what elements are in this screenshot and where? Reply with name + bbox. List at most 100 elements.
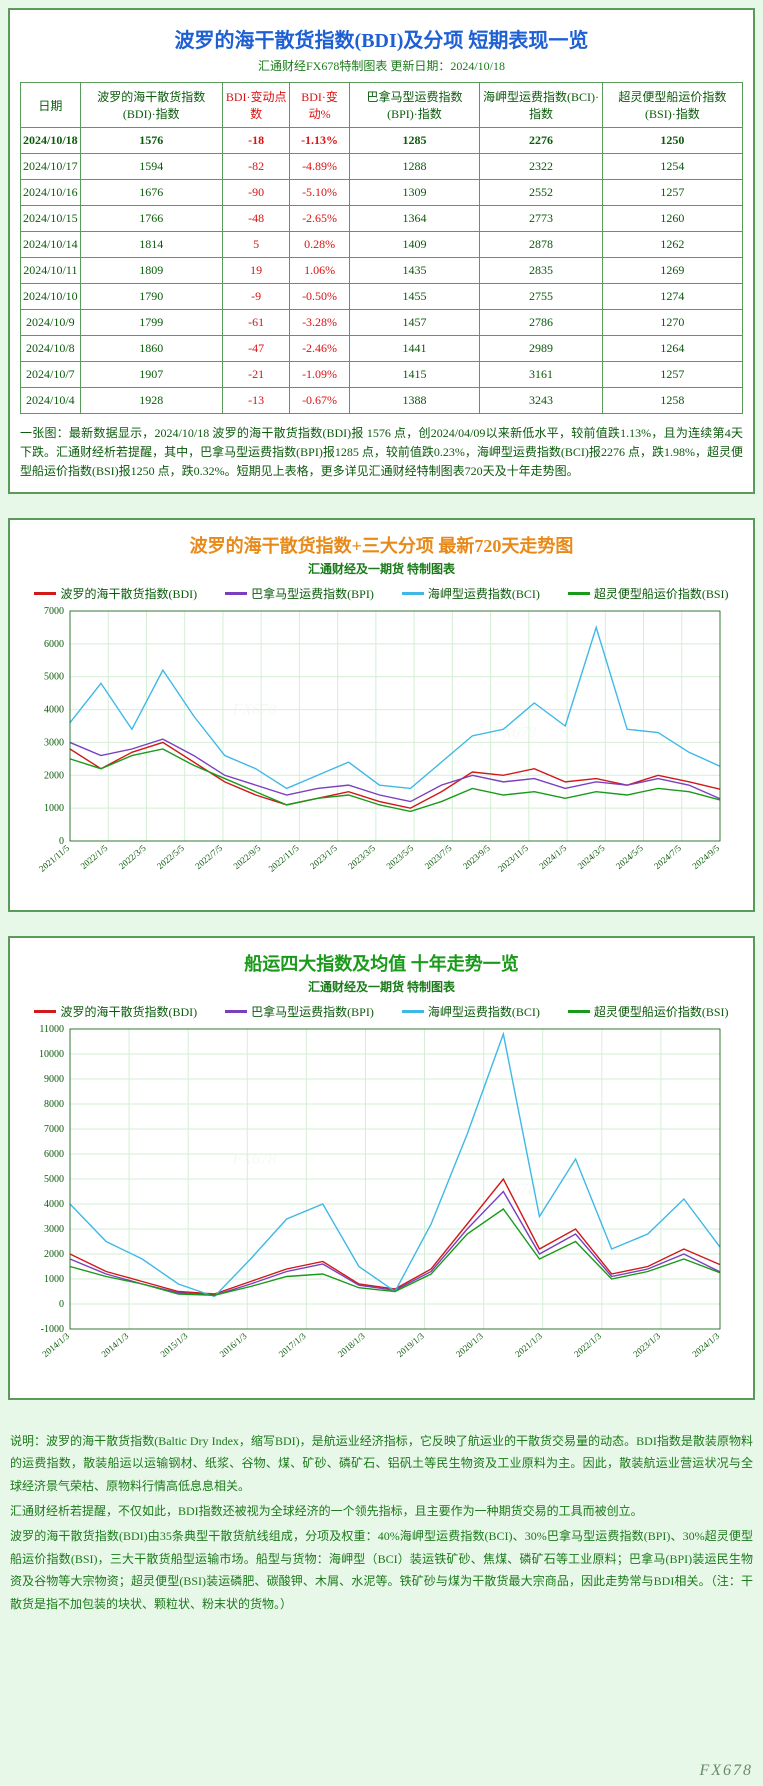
col-header: 波罗的海干散货指数(BDI)·指数 — [80, 83, 222, 128]
chart10y-subtitle: 汇通财经及一期货 特制图表 — [20, 978, 743, 995]
svg-text:1000: 1000 — [44, 803, 64, 814]
svg-text:0: 0 — [59, 1299, 64, 1310]
table-cell: -48 — [222, 206, 290, 232]
table-cell: -13 — [222, 388, 290, 414]
svg-text:2022/3/5: 2022/3/5 — [117, 842, 148, 871]
table-cell: 1814 — [80, 232, 222, 258]
table-cell: 1809 — [80, 258, 222, 284]
col-header: BDI·变动点数 — [222, 83, 290, 128]
table-cell: 2786 — [480, 310, 602, 336]
legend-item: 超灵便型船运价指数(BSI) — [568, 1003, 729, 1020]
table-cell: -2.46% — [290, 336, 349, 362]
table-panel: 波罗的海干散货指数(BDI)及分项 短期表现一览 汇通财经FX678特制图表 更… — [8, 8, 755, 494]
legend-item: 波罗的海干散货指数(BDI) — [34, 1003, 197, 1020]
col-header: 巴拿马型运费指数(BPI)·指数 — [349, 83, 480, 128]
table-cell: 2024/10/4 — [21, 388, 81, 414]
table-cell: 3243 — [480, 388, 602, 414]
svg-text:2018/1/3: 2018/1/3 — [336, 1330, 367, 1359]
table-cell: 2322 — [480, 154, 602, 180]
table-cell: -5.10% — [290, 180, 349, 206]
table-note: 一张图：最新数据显示，2024/10/18 波罗的海干散货指数(BDI)报 15… — [20, 424, 743, 482]
table-cell: 0.28% — [290, 232, 349, 258]
svg-text:2024/1/3: 2024/1/3 — [690, 1330, 721, 1359]
svg-text:2024/3/5: 2024/3/5 — [576, 842, 607, 871]
svg-text:2024/9/5: 2024/9/5 — [690, 842, 721, 871]
chart10y-title: 船运四大指数及均值 十年走势一览 — [20, 950, 743, 976]
table-cell: 2878 — [480, 232, 602, 258]
svg-text:2023/1/3: 2023/1/3 — [631, 1330, 662, 1359]
table-cell: 1250 — [602, 128, 742, 154]
col-header: 海岬型运费指数(BCI)·指数 — [480, 83, 602, 128]
table-cell: 1441 — [349, 336, 480, 362]
chart720-legend: 波罗的海干散货指数(BDI)巴拿马型运费指数(BPI)海岬型运费指数(BCI)超… — [20, 585, 743, 602]
table-cell: -2.65% — [290, 206, 349, 232]
table-row: 2024/10/151766-48-2.65%136427731260 — [21, 206, 743, 232]
chart720-subtitle: 汇通财经及一期货 特制图表 — [20, 560, 743, 577]
svg-text:2021/1/3: 2021/1/3 — [513, 1330, 544, 1359]
table-row: 2024/10/81860-47-2.46%144129891264 — [21, 336, 743, 362]
table-cell: 2276 — [480, 128, 602, 154]
table-cell: 1254 — [602, 154, 742, 180]
table-cell: 1269 — [602, 258, 742, 284]
table-cell: 1388 — [349, 388, 480, 414]
table-cell: 2024/10/15 — [21, 206, 81, 232]
svg-text:3000: 3000 — [44, 737, 64, 748]
table-cell: 1260 — [602, 206, 742, 232]
svg-text:3000: 3000 — [44, 1224, 64, 1235]
desc-paragraph: 说明：波罗的海干散货指数(Baltic Dry Index，缩写BDI)，是航运… — [10, 1430, 753, 1498]
table-cell: -18 — [222, 128, 290, 154]
svg-text:2023/7/5: 2023/7/5 — [423, 842, 454, 871]
svg-text:2024/1/5: 2024/1/5 — [537, 842, 568, 871]
svg-text:5000: 5000 — [44, 1174, 64, 1185]
table-cell: 1415 — [349, 362, 480, 388]
svg-text:2017/1/3: 2017/1/3 — [277, 1330, 308, 1359]
table-cell: 1.06% — [290, 258, 349, 284]
table-cell: 1257 — [602, 180, 742, 206]
chart720-title: 波罗的海干散货指数+三大分项 最新720天走势图 — [20, 532, 743, 558]
table-cell: -0.50% — [290, 284, 349, 310]
table-cell: -1.13% — [290, 128, 349, 154]
svg-text:1000: 1000 — [44, 1274, 64, 1285]
svg-text:2023/11/5: 2023/11/5 — [496, 842, 531, 873]
table-cell: 1288 — [349, 154, 480, 180]
svg-text:2022/11/5: 2022/11/5 — [267, 842, 302, 873]
table-cell: 2024/10/17 — [21, 154, 81, 180]
svg-text:2022/1/5: 2022/1/5 — [79, 842, 110, 871]
table-cell: 2024/10/18 — [21, 128, 81, 154]
table-cell: 1766 — [80, 206, 222, 232]
table-cell: 2024/10/8 — [21, 336, 81, 362]
table-cell: 1270 — [602, 310, 742, 336]
chart-720-panel: 波罗的海干散货指数+三大分项 最新720天走势图 汇通财经及一期货 特制图表 波… — [8, 518, 755, 912]
table-cell: 1860 — [80, 336, 222, 362]
svg-text:2014/1/3: 2014/1/3 — [99, 1330, 130, 1359]
svg-text:2000: 2000 — [44, 770, 64, 781]
bdi-table: 日期波罗的海干散货指数(BDI)·指数BDI·变动点数BDI·变动%巴拿马型运费… — [20, 82, 743, 414]
watermark-logo: FX678 — [699, 1762, 753, 1780]
table-cell: -3.28% — [290, 310, 349, 336]
col-header: 超灵便型船运价指数(BSI)·指数 — [602, 83, 742, 128]
table-cell: 1455 — [349, 284, 480, 310]
svg-text:2023/9/5: 2023/9/5 — [461, 842, 492, 871]
table-row: 2024/10/91799-61-3.28%145727861270 — [21, 310, 743, 336]
table-cell: -82 — [222, 154, 290, 180]
table-cell: -1.09% — [290, 362, 349, 388]
table-cell: 3161 — [480, 362, 602, 388]
svg-text:5000: 5000 — [44, 671, 64, 682]
svg-text:FX678: FX678 — [232, 1151, 277, 1168]
table-cell: 1594 — [80, 154, 222, 180]
table-row: 2024/10/161676-90-5.10%130925521257 — [21, 180, 743, 206]
table-row: 2024/10/171594-82-4.89%128823221254 — [21, 154, 743, 180]
chart10y-legend: 波罗的海干散货指数(BDI)巴拿马型运费指数(BPI)海岬型运费指数(BCI)超… — [20, 1003, 743, 1020]
chart10y-svg: FX678FX678-10000100020003000400050006000… — [20, 1024, 730, 1384]
table-cell: 1258 — [602, 388, 742, 414]
svg-text:2022/5/5: 2022/5/5 — [155, 842, 186, 871]
table-row: 2024/10/14181450.28%140928781262 — [21, 232, 743, 258]
table-cell: 2024/10/14 — [21, 232, 81, 258]
legend-item: 巴拿马型运费指数(BPI) — [225, 1003, 374, 1020]
svg-text:2020/1/3: 2020/1/3 — [454, 1330, 485, 1359]
table-cell: 1257 — [602, 362, 742, 388]
svg-text:2023/5/5: 2023/5/5 — [384, 842, 415, 871]
svg-text:11000: 11000 — [39, 1024, 64, 1035]
description-block: 说明：波罗的海干散货指数(Baltic Dry Index，缩写BDI)，是航运… — [8, 1424, 755, 1622]
svg-text:7000: 7000 — [44, 1124, 64, 1135]
